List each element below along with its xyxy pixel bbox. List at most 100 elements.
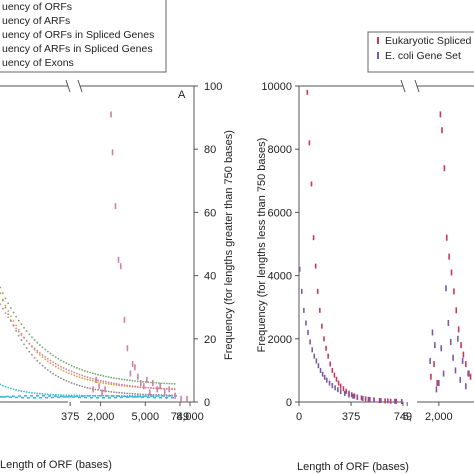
left-chart-series-point [15,327,18,330]
left-chart-exon-band [24,395,27,397]
right-chart-x-ticks: 0 375 749 2,000 5, [296,402,453,423]
left-chart-right-point [180,395,182,402]
right-chart-left-point [298,266,301,272]
left-chart-legend: uency of ORFs uency of ARFs uency of ORFs … [0,0,167,73]
left-chart-series-point [73,394,76,397]
left-chart-series-point [118,391,121,394]
left-chart-series-point [68,381,70,383]
left-chart-series-point [147,381,150,384]
left-chart-exon-band [87,395,90,397]
left-chart-series-point [134,385,136,388]
right-chart-x-axis-label: Length of ORF (bases) [297,461,409,473]
left-chart-series-point [9,387,12,390]
right-chart-left-point [352,393,354,399]
right-chart-x-tick-label: 5, [403,411,412,423]
right-chart-left-point [317,363,320,369]
left-chart-series-point [33,339,36,341]
right-chart-points [298,89,472,405]
left-chart-series-point [76,372,78,375]
left-chart-series-point [33,348,36,351]
left-chart-series-point [46,393,49,396]
left-chart-exon-band [48,395,51,397]
left-chart-series-point [1,292,4,294]
right-chart-left-point [373,397,375,403]
left-chart-series-point [120,395,123,397]
left-chart-series-point [54,356,57,359]
left-chart-series-point [94,388,97,391]
right-chart-left-point [369,396,371,402]
right-chart-right-point [449,338,452,345]
left-chart-series-point [73,383,76,385]
right-chart-right-point [445,234,448,241]
left-chart-right-point [131,361,134,368]
left-chart-series-point [7,313,10,316]
left-chart-series-point [83,377,86,380]
left-chart-series-point [9,320,12,323]
left-chart-series-point [31,391,33,394]
left-chart-series-point [65,394,68,397]
left-chart-series-point [123,378,126,381]
left-chart-series-point [49,359,52,362]
left-chart-exon-band [120,396,123,399]
right-chart-right-point [429,357,431,364]
left-chart-exon-band [69,395,72,398]
left-chart-series-point [33,347,36,350]
left-chart-series-point [25,391,28,393]
right-chart-right-point [462,351,465,358]
left-chart-series-point [171,382,173,385]
left-chart-series-point [105,375,107,378]
left-chart-series-point [52,354,55,357]
left-chart-exon-band [171,396,174,399]
left-chart-exon-band [165,396,168,399]
left-chart-right-point [143,383,145,390]
left-chart-series-point [4,297,7,300]
right-chart-y-ticks: 0 2000 4000 6000 8000 10000 [261,81,299,409]
right-chart-x-tick-label: 0 [296,411,302,423]
right-chart-left-point [329,361,332,367]
left-chart-series-point [36,392,39,395]
right-chart-right-point [457,335,459,342]
left-chart-series-point [28,333,31,336]
left-chart-exon-band [9,396,12,399]
right-chart-right-point [447,320,450,326]
right-chart-left-point [395,398,397,404]
left-chart-series-point [126,392,129,395]
right-chart-right-point [441,127,443,134]
right-chart-left-point [327,353,329,359]
right-chart-left-point [323,336,325,342]
left-chart-series-point [41,354,44,356]
left-chart-right-tick-label: 40 [204,271,216,283]
left-legend-label: uency of ORFs [2,1,72,13]
left-chart-series-point [160,395,163,397]
left-chart-series-point [46,357,49,360]
left-chart-exon-band [141,396,144,398]
left-chart-series-point [38,392,41,395]
left-chart-series-point [49,352,52,355]
left-chart-series-point [99,374,102,377]
left-chart-series-point [83,386,86,388]
left-chart-exon-band [63,396,66,398]
left-chart-exon-band [150,395,153,397]
left-chart-series-point [44,348,47,351]
left-chart-series-point [20,332,23,335]
right-chart-left-point [307,329,309,335]
left-chart-series-point [17,389,20,392]
right-chart-right-point [433,361,435,368]
left-chart-exon-band [159,396,162,399]
right-chart-y-tick-label: 8000 [268,144,292,156]
left-chart-series-point [60,368,62,371]
left-chart-series-point [97,389,99,391]
left-chart-series-point [12,323,15,326]
left-chart-series-point [28,350,31,353]
right-chart-y-tick-label: 10000 [261,81,292,93]
left-chart-series-point [4,304,7,307]
left-chart-series-point [36,359,39,362]
left-chart-series-point [126,379,129,381]
right-chart-x-tick-label: 375 [342,411,360,423]
right-chart-left-point [367,396,370,402]
right-legend-marker [377,52,379,59]
right-legend-entries: Eukaryotic Spliced E. coli Gene Set [377,35,472,62]
left-chart-right-point [134,364,136,371]
left-chart-series-point [23,390,25,393]
left-chart-series-point [52,361,55,364]
